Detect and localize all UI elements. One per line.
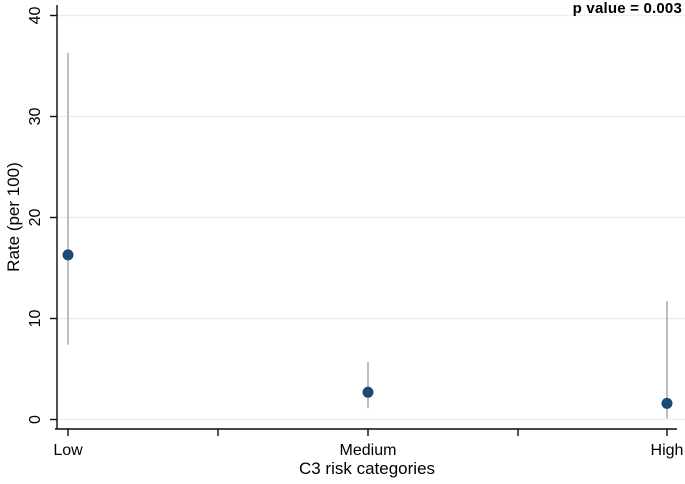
x-tick-label: Low — [53, 442, 83, 459]
y-tick-label: 30 — [27, 108, 44, 126]
p-value-annotation: p value = 0.003 — [572, 0, 682, 17]
y-tick-label: 0 — [27, 415, 44, 424]
y-tick-label: 10 — [27, 310, 44, 328]
y-tick-label: 40 — [27, 7, 44, 25]
y-axis-title: Rate (per 100) — [4, 162, 23, 272]
point-estimate-high — [661, 397, 673, 409]
x-tick-label: Medium — [340, 442, 397, 459]
x-axis-title: C3 risk categories — [298, 459, 436, 478]
point-estimate-medium — [362, 386, 374, 398]
y-tick-label: 20 — [27, 209, 44, 227]
point-estimate-low — [62, 249, 74, 261]
x-tick-label: High — [651, 442, 684, 459]
